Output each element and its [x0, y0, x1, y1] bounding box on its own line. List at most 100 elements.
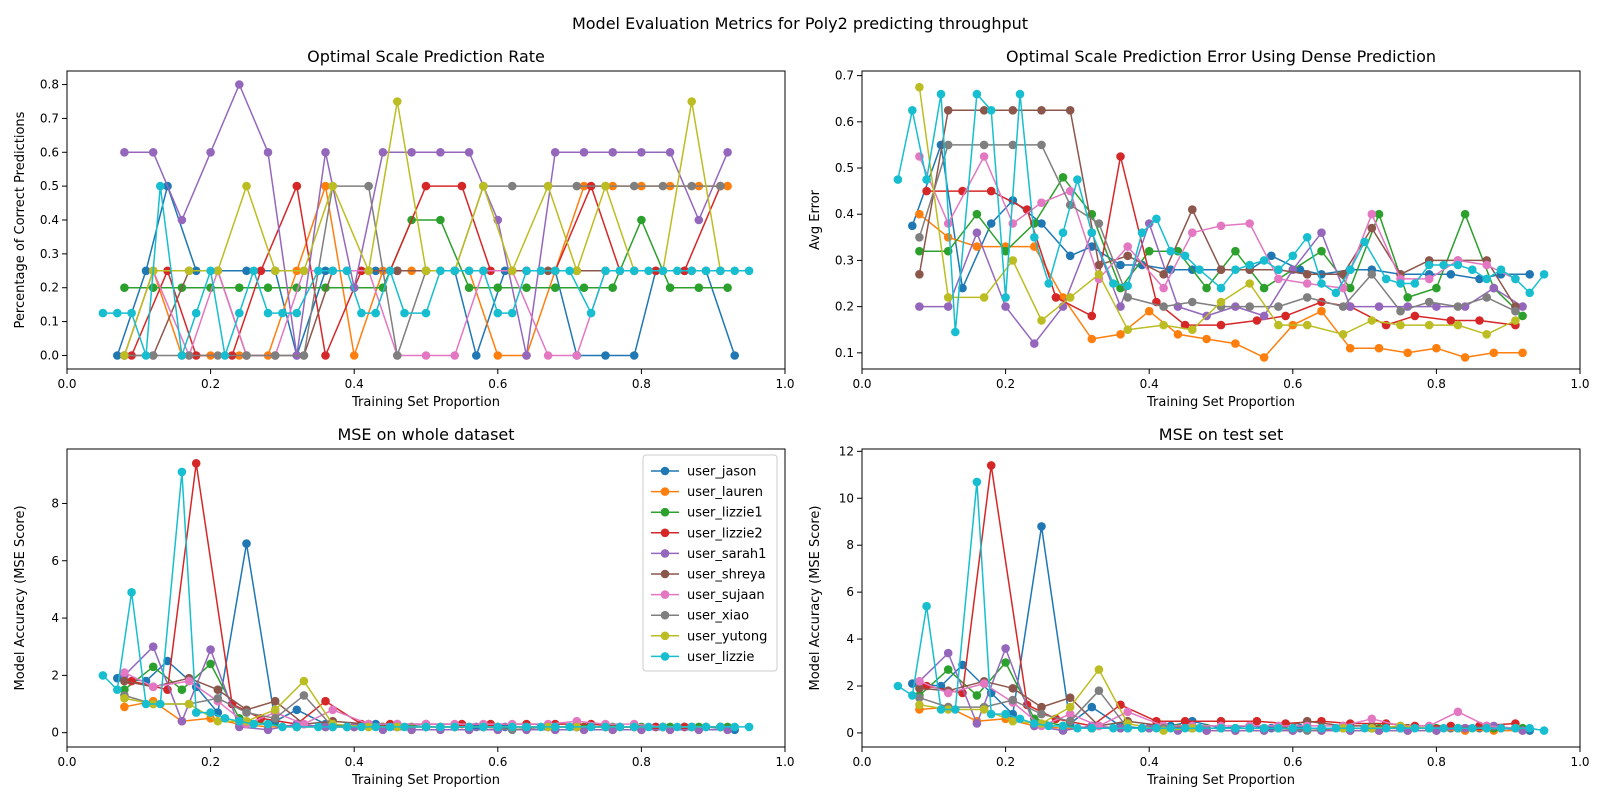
data-point	[1087, 334, 1097, 344]
data-point	[120, 676, 129, 686]
data-point	[421, 351, 431, 360]
data-point	[278, 308, 287, 318]
data-point	[1338, 330, 1348, 339]
data-point	[972, 477, 982, 487]
data-point	[1030, 719, 1039, 728]
data-point	[184, 699, 194, 709]
data-point	[242, 539, 251, 548]
data-point	[943, 106, 953, 115]
data-point	[1396, 320, 1405, 330]
data-point	[98, 671, 108, 680]
data-point	[400, 722, 409, 732]
data-point	[723, 148, 732, 157]
data-point	[507, 722, 517, 732]
data-point	[1001, 302, 1010, 311]
data-point	[658, 181, 668, 191]
data-point	[979, 679, 989, 688]
data-point	[1345, 343, 1355, 353]
data-point	[943, 648, 953, 658]
series-user_lizzie	[893, 477, 1549, 735]
legend-label: user_xiao	[687, 609, 749, 624]
data-point	[1094, 665, 1104, 674]
data-point	[1453, 707, 1463, 717]
data-point	[1511, 306, 1520, 316]
data-point	[1460, 353, 1470, 362]
data-point	[1037, 140, 1046, 150]
data-point	[1109, 279, 1118, 288]
data-point	[464, 283, 474, 293]
axes-frame	[861, 70, 1581, 370]
data-point	[601, 181, 610, 191]
data-point	[1180, 251, 1190, 261]
plot-area	[893, 82, 1549, 362]
data-point	[730, 266, 739, 276]
data-point	[1188, 205, 1197, 214]
y-tick-label: 2	[846, 679, 854, 693]
y-tick-label: 6	[846, 585, 854, 599]
data-point	[1008, 256, 1018, 265]
data-point	[450, 351, 460, 360]
data-point	[1037, 219, 1046, 228]
data-point	[1231, 339, 1240, 348]
data-point	[156, 699, 165, 709]
data-point	[1396, 279, 1405, 288]
data-point	[943, 140, 953, 150]
data-point	[687, 266, 696, 276]
data-point	[1374, 302, 1384, 311]
data-point	[1482, 330, 1491, 339]
data-point	[1252, 316, 1262, 325]
data-point	[1116, 260, 1125, 270]
x-tick-label: 0.6	[1283, 377, 1302, 391]
subplot-rate: Optimal Scale Prediction Rate 0.0 0.2 0.4 0.…	[13, 47, 795, 410]
data-point	[972, 719, 982, 728]
x-tick-label: 0.8	[632, 377, 651, 391]
data-point	[270, 351, 280, 360]
data-point	[464, 266, 474, 276]
data-point	[242, 266, 251, 276]
data-point	[908, 106, 917, 115]
data-point	[936, 705, 946, 714]
data-point	[644, 266, 653, 276]
data-point	[1231, 265, 1240, 275]
y-tick-label: 0.7	[835, 69, 854, 83]
data-point	[278, 722, 287, 732]
legend-marker	[660, 507, 670, 517]
data-point	[1360, 723, 1369, 733]
subplot-mse-test: MSE on test set 0.0 0.2 0.4 0.6 0.8 1.0 0 2 4 6 8 10…	[808, 425, 1590, 788]
data-point	[1030, 233, 1039, 242]
data-point	[120, 148, 129, 157]
data-point	[127, 588, 136, 597]
data-point	[1489, 348, 1499, 358]
data-point	[1403, 293, 1412, 302]
data-point	[1539, 270, 1549, 279]
data-point	[270, 714, 280, 723]
data-point	[292, 181, 302, 191]
legend-item-user_sarah1: user_sarah1	[651, 547, 766, 562]
x-tick-label: 0.4	[345, 377, 364, 391]
data-point	[493, 308, 503, 318]
data-point	[601, 266, 610, 276]
data-point	[629, 181, 639, 191]
data-point	[472, 351, 481, 360]
data-point	[148, 682, 158, 692]
data-point	[694, 215, 704, 225]
data-point	[1317, 306, 1326, 316]
data-point	[1087, 723, 1097, 733]
data-point	[479, 181, 488, 191]
data-point	[629, 722, 639, 732]
data-point	[1137, 723, 1147, 733]
data-point	[1123, 325, 1132, 335]
data-point	[1001, 658, 1010, 667]
data-point	[393, 266, 402, 276]
data-point	[249, 719, 258, 729]
y-tick-label: 0.4	[835, 207, 854, 221]
data-point	[1037, 106, 1046, 115]
data-point	[1015, 89, 1025, 99]
x-tick-label: 1.0	[1570, 755, 1589, 769]
data-point	[235, 283, 244, 293]
legend: user_jason user_lauren user_lizzie1 user_li…	[642, 454, 778, 672]
data-point	[1087, 228, 1097, 237]
data-point	[270, 696, 280, 706]
